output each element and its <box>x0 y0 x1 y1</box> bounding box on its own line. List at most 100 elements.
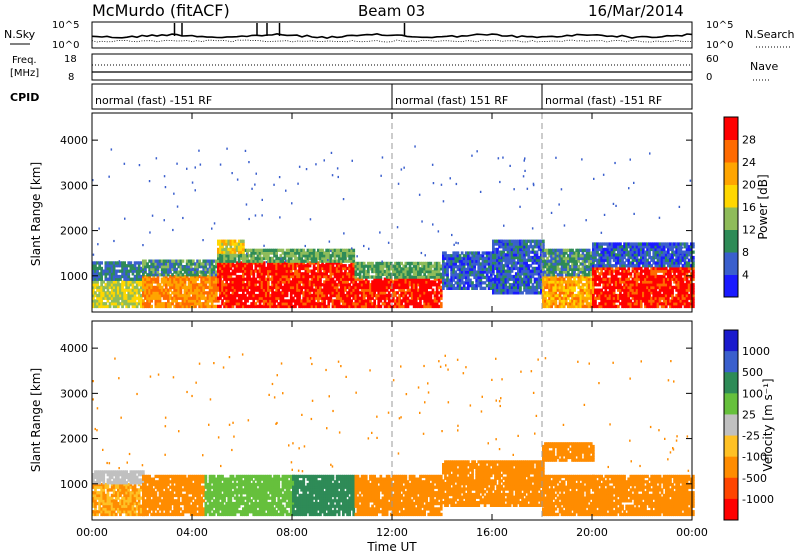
power-cell <box>554 259 558 263</box>
power-cell <box>125 285 128 290</box>
power-cell <box>592 266 595 271</box>
power-cell <box>442 267 445 271</box>
power-cell <box>98 291 101 295</box>
power-cell <box>119 291 122 295</box>
power-cell <box>302 264 306 268</box>
power-cell <box>496 247 499 252</box>
power-cell <box>621 277 624 281</box>
power-cell <box>562 267 566 271</box>
power-cell <box>492 266 495 271</box>
power-cell <box>625 304 628 309</box>
power-cell <box>519 255 522 260</box>
power-cell <box>394 264 397 268</box>
power-cell <box>679 285 683 290</box>
power-cell <box>281 251 285 255</box>
power-cell <box>258 256 262 261</box>
power-cell <box>133 288 137 292</box>
power-cell <box>604 277 608 281</box>
power-cell <box>233 280 237 284</box>
power-cell <box>602 258 606 262</box>
power-cell <box>612 302 616 306</box>
power-cell <box>689 304 693 309</box>
power-cell <box>487 267 491 271</box>
power-cell <box>260 288 264 292</box>
power-cell <box>362 299 366 303</box>
power-cell <box>562 288 566 292</box>
power-cell <box>156 274 160 279</box>
power-cell <box>608 299 612 303</box>
power-cell <box>610 242 614 246</box>
power-cell <box>375 269 378 274</box>
power-cell <box>358 296 362 300</box>
power-cell <box>269 266 272 271</box>
power-cell <box>273 291 276 295</box>
power-cell <box>442 251 445 255</box>
power-cell <box>106 291 110 295</box>
power-cell <box>394 267 397 271</box>
power-cell <box>358 280 362 284</box>
power-cell <box>625 293 628 298</box>
power-cell <box>637 296 641 300</box>
power-cell <box>589 270 593 274</box>
power-cell <box>304 254 308 258</box>
power-cell <box>135 302 139 306</box>
power-cell <box>604 274 608 279</box>
power-cell <box>277 283 281 287</box>
power-cell <box>175 291 178 295</box>
power-cell <box>479 281 483 285</box>
power-cell <box>379 299 383 303</box>
power-cell <box>552 283 556 287</box>
power-cell <box>235 280 239 284</box>
power-cell <box>156 283 160 287</box>
power-cell <box>567 256 570 261</box>
power-cell <box>314 254 318 258</box>
power-cell <box>433 302 437 306</box>
power-cell <box>335 254 339 258</box>
power-cell <box>135 269 139 273</box>
power-cell <box>367 272 370 276</box>
power-cell <box>142 277 145 281</box>
power-cell <box>210 299 214 303</box>
power-cell <box>548 248 551 252</box>
power-cell <box>273 283 276 287</box>
power-cell <box>152 270 156 274</box>
power-cell <box>644 280 647 284</box>
power-cell <box>364 304 368 309</box>
power-cell <box>589 254 593 258</box>
power-cell <box>210 293 214 298</box>
power-cell <box>156 262 160 266</box>
power-cell <box>656 291 660 295</box>
power-cell <box>271 251 274 255</box>
power-cell <box>304 283 308 287</box>
power-cell <box>567 304 570 309</box>
power-cell <box>171 291 174 295</box>
power-cell <box>529 255 533 260</box>
power-cell <box>273 254 276 258</box>
date-title: 16/Mar/2014 <box>588 2 684 20</box>
power-cell <box>625 272 628 276</box>
power-cell <box>358 272 362 276</box>
power-cell <box>214 288 218 292</box>
power-cell <box>321 264 324 268</box>
power-cell <box>594 291 597 295</box>
power-cell <box>573 280 576 284</box>
power-cell <box>114 288 118 292</box>
power-cell <box>583 299 587 303</box>
power-cell <box>506 247 510 252</box>
power-cell <box>244 248 247 252</box>
power-cell <box>560 288 564 292</box>
power-cell <box>677 302 681 306</box>
power-cell <box>477 275 481 280</box>
power-cell <box>179 273 183 277</box>
power-cell <box>217 272 220 276</box>
power-cell <box>544 274 547 279</box>
power-cell <box>546 256 549 261</box>
power-cell <box>350 293 353 298</box>
power-cell <box>439 267 443 271</box>
power-cell <box>452 254 456 258</box>
power-cell <box>202 296 206 300</box>
power-cell <box>254 277 258 281</box>
power-cell <box>442 259 445 263</box>
power-cell <box>98 285 101 290</box>
power-cell <box>635 293 639 298</box>
